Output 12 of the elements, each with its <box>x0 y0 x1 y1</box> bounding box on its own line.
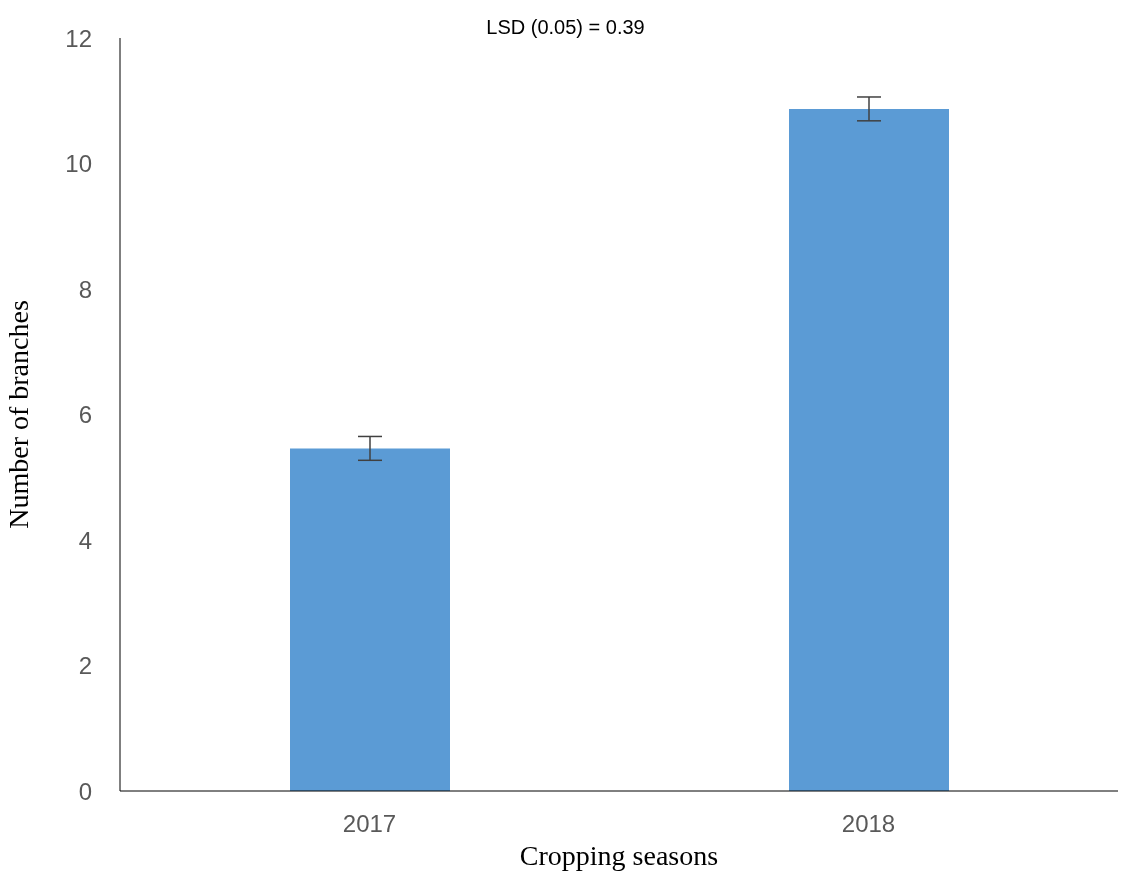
y-tick-label: 10 <box>65 150 92 178</box>
y-tick-label: 6 <box>78 401 92 429</box>
annotation: LSD (0.05) = 0.39 <box>486 16 645 38</box>
y-tick-label: 0 <box>78 777 92 805</box>
y-tick-label: 4 <box>78 526 92 554</box>
x-tick-label: 2017 <box>342 810 397 838</box>
x-axis-title: Cropping seasons <box>519 840 719 871</box>
y-axis-title: Number of branches <box>2 300 34 529</box>
y-tick-label: 8 <box>78 275 92 303</box>
x-tick-label: 2018 <box>841 810 896 838</box>
y-tick-label: 2 <box>78 652 92 680</box>
y-tick-label: 12 <box>65 24 92 52</box>
